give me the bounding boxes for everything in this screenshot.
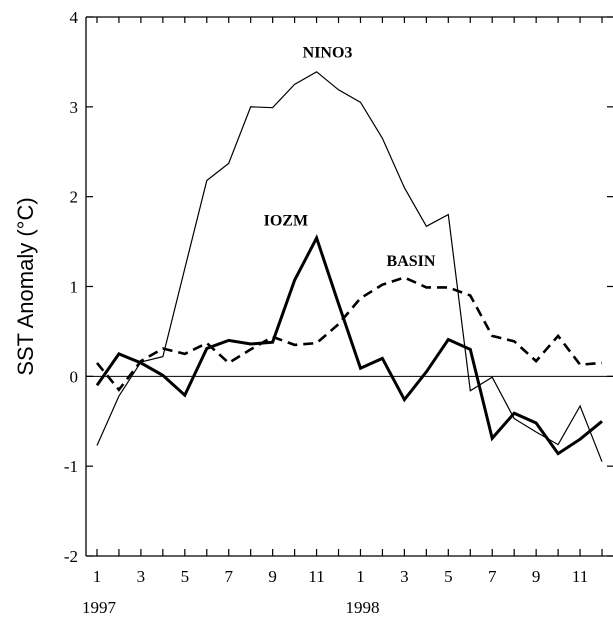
series-label-iozm: IOZM: [264, 212, 308, 229]
year-label: 1997: [82, 598, 117, 617]
x-tick-label: 11: [572, 567, 588, 586]
y-tick-label: 4: [70, 8, 79, 27]
series-label-basin: BASIN: [387, 253, 436, 270]
y-tick-label: -2: [64, 547, 78, 566]
y-tick-label: 3: [70, 98, 79, 117]
x-tick-label: 1: [356, 567, 365, 586]
y-tick-label: 0: [70, 367, 79, 386]
series-line-iozm: [95, 234, 603, 456]
series-lines: [95, 71, 603, 462]
y-tick-label: -1: [64, 457, 78, 476]
x-tick-label: 3: [137, 567, 146, 586]
x-tick-label: 11: [308, 567, 324, 586]
series-line-nino3: [96, 71, 603, 462]
y-axis-title: SST Anomaly (°C): [13, 197, 38, 375]
x-tick-label: 5: [181, 567, 190, 586]
y-tick-label: 1: [70, 278, 79, 297]
chart-labels: NINO3 IOZM BASIN: [264, 44, 436, 269]
x-tick-label: 1: [93, 567, 102, 586]
y-tick-label: 2: [70, 188, 79, 207]
series-line-basin: [95, 276, 603, 392]
year-label: 1998: [345, 598, 379, 617]
x-tick-label: 9: [532, 567, 541, 586]
x-tick-label: 7: [224, 567, 233, 586]
x-tick-label: 3: [400, 567, 409, 586]
x-tick-label: 7: [488, 567, 497, 586]
x-tick-label: 5: [444, 567, 453, 586]
series-label-nino3: NINO3: [303, 44, 353, 61]
x-tick-label: 9: [268, 567, 277, 586]
